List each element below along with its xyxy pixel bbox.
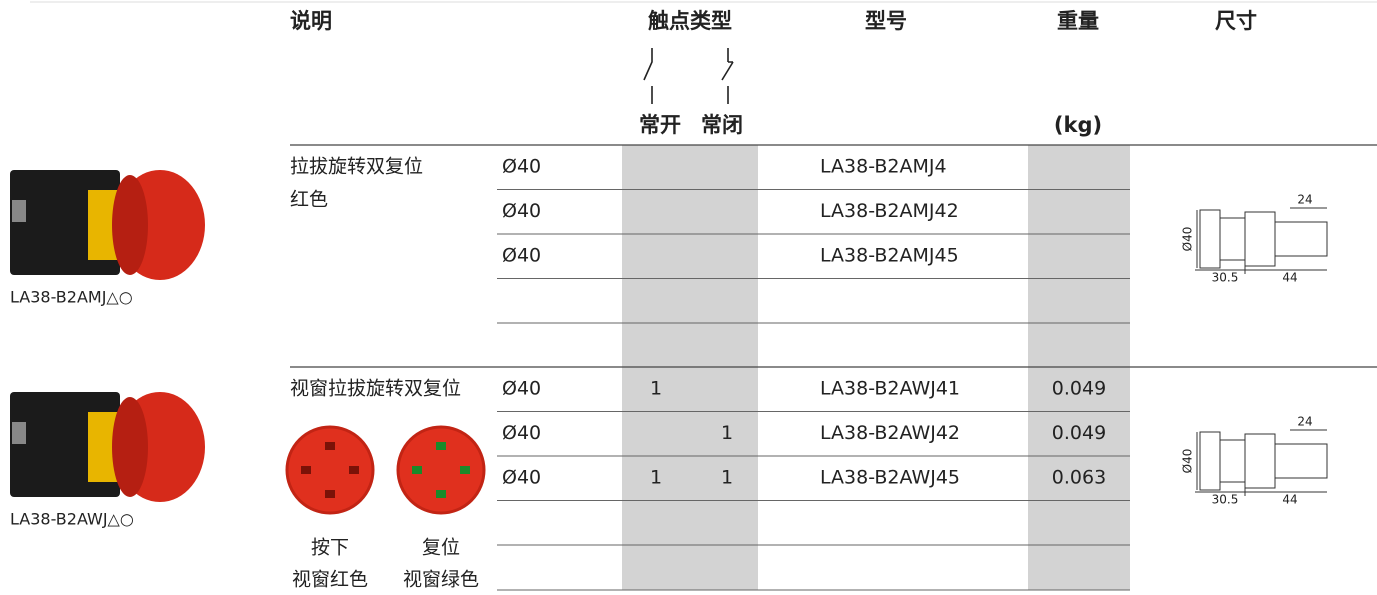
button-face	[396, 425, 486, 515]
cell-weight: 0.049	[1052, 422, 1106, 444]
cell-model: LA38-B2AMJ42	[820, 200, 959, 222]
cell-diameter: Ø40	[502, 422, 541, 444]
terminal	[12, 422, 26, 444]
cell-weight: 0.063	[1052, 467, 1106, 489]
product-photo	[10, 170, 205, 280]
product-caption: LA38-B2AWJ△○	[10, 510, 134, 529]
dim-depth: 24	[1297, 415, 1312, 429]
terminal	[12, 200, 26, 222]
header-dimensions: 尺寸	[1215, 9, 1257, 33]
cap-side	[112, 175, 148, 275]
cell-model: LA38-B2AMJ45	[820, 245, 959, 267]
window	[412, 466, 422, 474]
header-weight: 重量	[1057, 9, 1099, 33]
neck	[1219, 217, 1246, 261]
button-icon	[285, 425, 375, 515]
cell-nc: 1	[721, 467, 733, 489]
block	[1274, 221, 1328, 257]
knurl	[1199, 209, 1221, 269]
cell-diameter: Ø40	[502, 200, 541, 222]
header-contact-type: 触点类型	[648, 9, 732, 33]
header-nc: 常闭	[701, 113, 743, 137]
dim-lines	[1195, 429, 1327, 496]
cell-weight: 0.049	[1052, 378, 1106, 400]
button-state: 复位	[422, 537, 460, 559]
dim-lines	[1195, 207, 1327, 274]
cell-model: LA38-B2AMJ4	[820, 156, 947, 178]
button-window: 视窗绿色	[403, 569, 479, 591]
header-model: 型号	[865, 9, 907, 33]
cap-side	[112, 397, 148, 497]
cell-diameter: Ø40	[502, 156, 541, 178]
cell-model: LA38-B2AWJ41	[820, 378, 960, 400]
dim-length-b: 44	[1282, 271, 1297, 285]
header-description: 说明	[290, 9, 332, 33]
dim-length-a: 30.5	[1212, 493, 1239, 507]
flange	[1244, 211, 1276, 267]
window	[325, 442, 335, 450]
button-face	[285, 425, 375, 515]
button-state: 按下	[311, 537, 349, 559]
dim-length-a: 30.5	[1212, 271, 1239, 285]
dim-depth: 24	[1297, 193, 1312, 207]
window	[349, 466, 359, 474]
cell-diameter: Ø40	[502, 467, 541, 489]
cell-diameter: Ø40	[502, 245, 541, 267]
window	[325, 490, 335, 498]
header-no: 常开	[639, 113, 681, 137]
cell-no: 1	[650, 378, 662, 400]
dim-diameter: Ø40	[1181, 227, 1195, 252]
dimension-drawing	[1195, 429, 1328, 496]
cell-no: 1	[650, 467, 662, 489]
window	[436, 442, 446, 450]
description: 视窗拉拔旋转双复位	[290, 378, 461, 400]
button-window: 视窗红色	[292, 569, 368, 591]
description: 红色	[290, 189, 328, 211]
window	[301, 466, 311, 474]
button-icon	[396, 425, 486, 515]
flange	[1244, 433, 1276, 489]
contact-symbols	[643, 48, 734, 104]
cell-model: LA38-B2AWJ42	[820, 422, 960, 444]
cell-nc: 1	[721, 422, 733, 444]
dim-length-b: 44	[1282, 493, 1297, 507]
description: 拉拔旋转双复位	[290, 156, 423, 178]
product-photo	[10, 392, 205, 502]
window	[460, 466, 470, 474]
dim-diameter: Ø40	[1181, 449, 1195, 474]
cell-diameter: Ø40	[502, 378, 541, 400]
cell-model: LA38-B2AWJ45	[820, 467, 960, 489]
window	[436, 490, 446, 498]
product-caption: LA38-B2AMJ△○	[10, 288, 133, 307]
block	[1274, 443, 1328, 479]
knurl	[1199, 431, 1221, 491]
dimension-drawing	[1195, 207, 1328, 274]
neck	[1219, 439, 1246, 483]
header-weight-unit: (kg)	[1054, 113, 1102, 137]
